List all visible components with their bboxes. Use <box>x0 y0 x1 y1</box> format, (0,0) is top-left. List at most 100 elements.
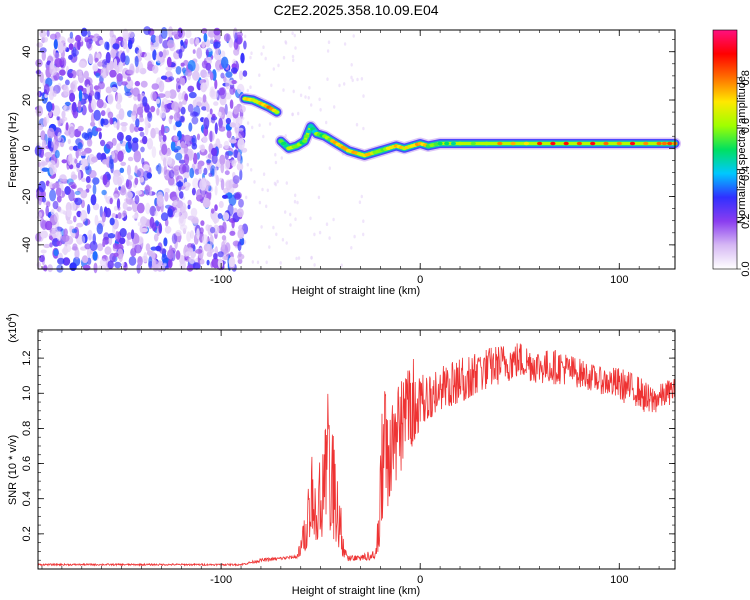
colorbar-gradient <box>712 29 738 270</box>
noise-blob <box>187 199 192 206</box>
noise-blob <box>291 31 294 35</box>
noise-blob <box>281 237 285 242</box>
noise-blob <box>110 48 117 59</box>
snr-frame <box>37 329 676 570</box>
noise-blob <box>143 52 152 61</box>
noise-blob <box>99 258 107 267</box>
noise-blob <box>106 141 114 150</box>
noise-blob <box>221 241 226 250</box>
noise-blob <box>78 70 83 78</box>
noise-blob <box>74 190 81 196</box>
noise-blob <box>225 71 233 78</box>
noise-blob <box>59 174 67 182</box>
noise-blob <box>131 140 139 153</box>
noise-blob <box>340 263 343 268</box>
noise-blob <box>211 113 216 119</box>
noise-blob <box>103 232 110 241</box>
noise-blob <box>236 162 244 171</box>
noise-blob <box>93 262 98 274</box>
noise-blob <box>35 59 43 68</box>
spectrogram-x-tick-label: -100 <box>210 274 232 286</box>
ridge-peak <box>656 141 662 146</box>
noise-blob <box>224 151 229 160</box>
snr-plot-area <box>38 330 675 569</box>
noise-blob <box>133 150 142 163</box>
noise-blob <box>86 128 93 140</box>
snr-y-tick-label: 1.2 <box>21 350 33 365</box>
ridge-peak <box>429 143 435 147</box>
noise-blob <box>136 202 145 214</box>
noise-blob <box>175 66 182 75</box>
noise-blob <box>188 91 197 99</box>
noise-blob <box>289 212 292 217</box>
noise-blob <box>126 232 133 240</box>
noise-blob <box>164 188 170 194</box>
noise-blob <box>151 83 160 90</box>
noise-blob <box>143 252 148 262</box>
noise-blob <box>156 194 164 207</box>
noise-blob <box>275 232 278 237</box>
noise-blob <box>120 185 126 194</box>
noise-blob <box>225 92 232 100</box>
noise-blob <box>53 249 59 257</box>
snr-x-axis-label: Height of straight line (km) <box>292 585 420 597</box>
noise-blob <box>235 122 239 128</box>
noise-blob <box>100 110 106 117</box>
noise-blob <box>160 124 165 136</box>
noise-blob <box>77 100 82 112</box>
noise-blob <box>168 169 175 179</box>
noise-blob <box>226 111 233 119</box>
noise-blob <box>46 29 50 37</box>
noise-blob <box>173 209 181 218</box>
spectrogram-x-axis-label: Height of straight line (km) <box>292 285 420 297</box>
noise-blob <box>229 230 236 236</box>
noise-blob <box>223 33 231 42</box>
noise-blob <box>112 224 116 235</box>
noise-blob <box>325 222 329 226</box>
noise-blob <box>140 80 148 88</box>
noise-blob <box>173 135 179 141</box>
noise-blob <box>310 103 313 107</box>
noise-blob <box>152 260 159 272</box>
noise-blob <box>96 98 104 109</box>
noise-blob <box>200 144 206 153</box>
noise-blob <box>176 81 181 93</box>
noise-blob <box>115 102 122 110</box>
noise-blob <box>43 36 48 43</box>
noise-blob <box>56 116 60 121</box>
snr-series-line <box>37 343 676 567</box>
noise-blob <box>232 175 240 184</box>
noise-blob <box>102 240 106 248</box>
noise-blob <box>175 250 181 260</box>
noise-blob <box>293 33 296 38</box>
noise-blob <box>71 101 77 113</box>
noise-blob <box>205 103 210 113</box>
noise-blob <box>191 116 199 125</box>
noise-blob <box>112 173 120 186</box>
noise-blob <box>41 139 47 150</box>
noise-blob <box>185 251 192 257</box>
noise-blob <box>151 146 157 159</box>
noise-blob <box>119 228 127 238</box>
noise-blob <box>328 166 331 170</box>
ridge-peak <box>274 110 280 114</box>
noise-blob <box>61 110 66 119</box>
noise-blob <box>116 92 123 104</box>
noise-blob <box>43 243 51 249</box>
noise-blob <box>189 230 195 239</box>
noise-blob <box>197 163 202 170</box>
noise-blob <box>184 69 193 77</box>
noise-blob <box>44 151 53 158</box>
noise-blob <box>203 117 210 130</box>
noise-blob <box>63 228 68 237</box>
noise-blob <box>52 182 60 189</box>
noise-blob <box>102 174 108 186</box>
noise-blob <box>81 158 87 166</box>
noise-blob <box>194 168 200 175</box>
spectrogram-x-tick-label: 0 <box>417 274 423 286</box>
noise-blob <box>213 253 218 260</box>
ridge-peak <box>616 141 622 146</box>
ridge-peak <box>433 142 439 147</box>
noise-blob <box>158 223 163 234</box>
noise-blob <box>189 167 195 179</box>
